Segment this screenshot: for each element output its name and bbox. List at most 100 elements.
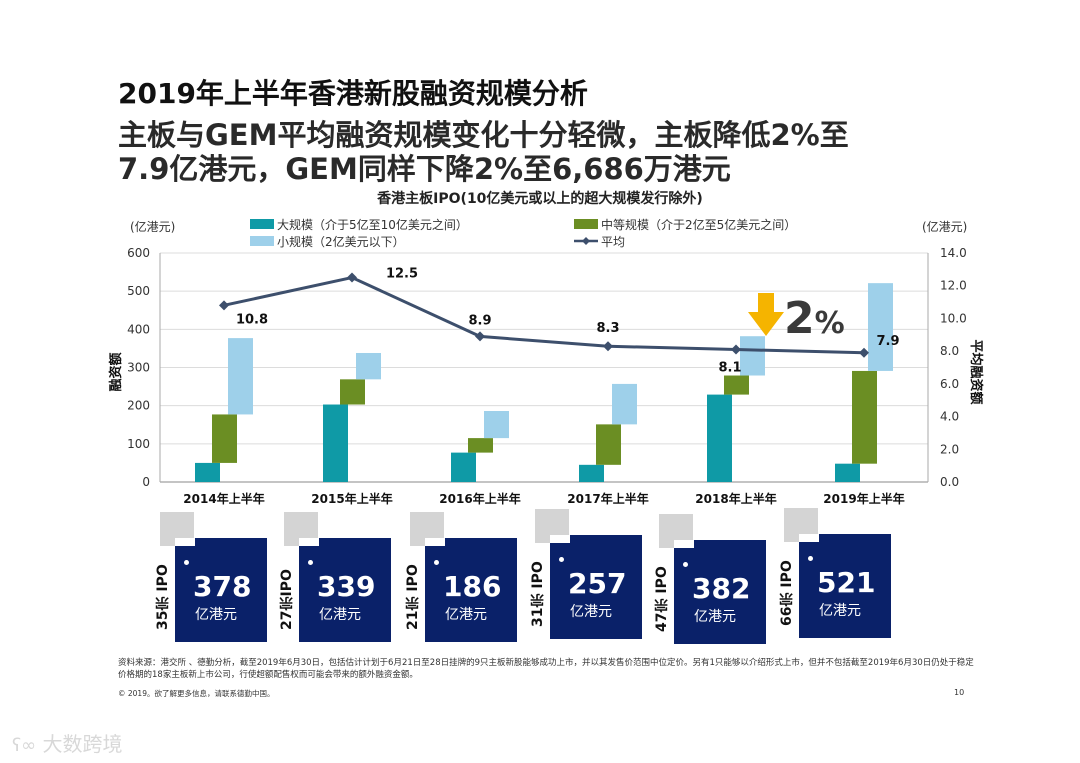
card-corner-notch (799, 534, 819, 542)
left-tick-label: 500 (127, 284, 150, 298)
card-unit: 亿港元 (195, 607, 237, 623)
bar-medium (340, 379, 365, 405)
legend-label: 大规模（介于5亿至10亿美元之间） (277, 217, 468, 232)
right-tick-label: 4.0 (940, 410, 959, 424)
watermark: ʕ∞ 大数跨境 (12, 728, 123, 757)
bar-medium (468, 438, 493, 453)
card-unit: 亿港元 (319, 607, 361, 623)
card-value: 186 (443, 570, 502, 603)
bar-large (323, 404, 348, 482)
bar-large (579, 464, 604, 482)
card-dot-icon (434, 560, 439, 565)
legend-swatch (574, 219, 598, 229)
card-ipo-count: 27宗IPO (279, 569, 295, 630)
annotation-percent: % (815, 306, 845, 341)
legend-label: 平均 (601, 235, 625, 249)
bar-medium (724, 375, 749, 395)
page-number: 10 (954, 688, 965, 697)
left-axis-title: 融资额 (108, 352, 124, 391)
card-dot-icon (683, 562, 688, 567)
card-ipo-count: 31宗 IPO (530, 561, 546, 627)
x-tick-label: 2014年上半年 (183, 491, 264, 506)
card-value: 378 (193, 570, 252, 603)
bar-small (740, 336, 765, 376)
card-corner-notch (299, 538, 319, 546)
down-arrow-icon (748, 293, 784, 336)
decline-annotation: 2% (784, 293, 845, 344)
card-value: 257 (568, 567, 627, 600)
ipo-summary-card (799, 534, 891, 638)
ipo-summary-card (425, 538, 517, 642)
card-ipo-count: 66宗 IPO (779, 560, 795, 626)
footnote: 资料来源：港交所 、德勤分析，截至2019年6月30日，包括估计计划于6月21日… (118, 658, 974, 680)
card-corner-notch (550, 535, 570, 543)
average-point (859, 347, 869, 358)
card-corner-notch (674, 540, 694, 548)
card-unit: 亿港元 (570, 604, 612, 620)
card-dot-icon (184, 560, 189, 565)
bar-small (612, 383, 637, 425)
ipo-summary-card (550, 535, 642, 639)
card-dot-icon (559, 557, 564, 562)
average-point (603, 341, 613, 352)
average-data-label: 10.8 (236, 312, 268, 327)
card-ipo-count: 35宗 IPO (155, 564, 171, 630)
right-tick-label: 0.0 (940, 475, 959, 489)
bar-large (195, 462, 220, 482)
page-subtitle-line2: 7.9亿港元，GEM同样下降2%至6,686万港元 (118, 152, 731, 186)
bar-large (835, 463, 860, 482)
bar-medium (852, 370, 877, 464)
left-tick-label: 400 (127, 322, 150, 336)
card-value: 339 (317, 570, 376, 603)
card-value: 521 (817, 566, 876, 599)
chart-title: 香港主板IPO(10亿美元或以上的超大规模发行除外) (377, 191, 703, 207)
average-point (347, 272, 357, 283)
watermark-text: 大数跨境 (42, 732, 123, 756)
card-unit: 亿港元 (819, 603, 861, 619)
ipo-summary-card (674, 540, 766, 644)
average-data-label: 8.9 (468, 313, 491, 328)
ipo-summary-card (299, 538, 391, 642)
right-axis-unit: (亿港元) (922, 219, 967, 234)
left-tick-label: 200 (127, 399, 150, 413)
card-dot-icon (308, 560, 313, 565)
right-tick-label: 10.0 (940, 311, 967, 325)
x-tick-label: 2018年上半年 (695, 491, 776, 506)
bar-medium (212, 414, 237, 463)
average-data-label: 8.1 (718, 361, 741, 376)
legend-swatch (250, 236, 274, 246)
right-tick-label: 12.0 (940, 279, 967, 293)
page-title: 2019年上半年香港新股融资规模分析 (118, 77, 588, 110)
card-corner-notch (425, 538, 445, 546)
right-tick-label: 2.0 (940, 442, 959, 456)
average-data-label: 12.5 (386, 267, 418, 282)
left-axis-unit: (亿港元) (130, 219, 175, 234)
left-tick-label: 0 (142, 475, 150, 489)
legend-label: 中等规模（介于2亿至5亿美元之间） (601, 217, 796, 232)
bar-small (228, 338, 253, 415)
average-data-label: 8.3 (596, 321, 619, 336)
x-tick-label: 2016年上半年 (439, 491, 520, 506)
bar-small (484, 411, 509, 439)
bar-large (707, 394, 732, 482)
average-point (475, 331, 485, 342)
average-line (223, 275, 865, 355)
right-tick-label: 8.0 (940, 344, 959, 358)
bar-small (868, 283, 893, 371)
card-ipo-count: 47宗 IPO (654, 566, 670, 632)
card-unit: 亿港元 (445, 607, 487, 623)
card-ipo-count: 21宗 IPO (405, 564, 421, 630)
right-tick-label: 14.0 (940, 246, 967, 260)
watermark-logo-icon: ʕ∞ (12, 735, 37, 756)
legend-marker (582, 237, 590, 245)
card-value: 382 (692, 572, 751, 605)
x-tick-label: 2015年上半年 (311, 491, 392, 506)
x-tick-label: 2017年上半年 (567, 491, 648, 506)
legend-label: 小规模（2亿美元以下） (277, 234, 405, 249)
bar-medium (596, 424, 621, 465)
left-tick-label: 300 (127, 361, 150, 375)
average-data-label: 7.9 (876, 334, 899, 349)
legend-swatch (250, 219, 274, 229)
left-tick-label: 100 (127, 437, 150, 451)
